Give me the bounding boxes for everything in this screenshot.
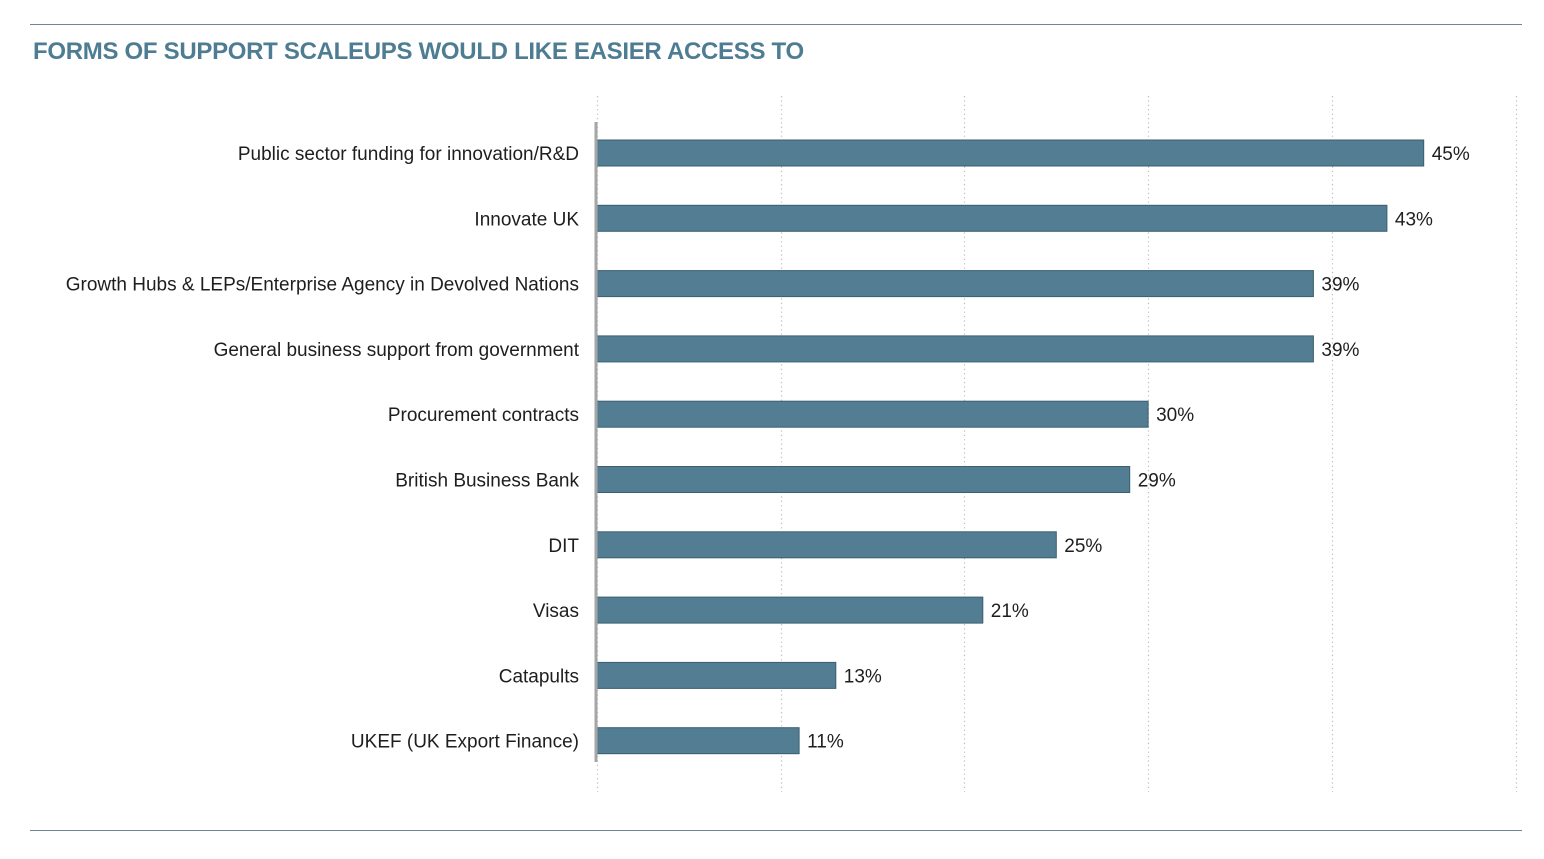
- bar: [596, 270, 1314, 298]
- bar: [596, 531, 1057, 559]
- data-label: 39%: [1321, 340, 1359, 361]
- category-label: Growth Hubs & LEPs/Enterprise Agency in …: [66, 275, 579, 296]
- bottom-rule: [30, 830, 1522, 831]
- data-label: 45%: [1432, 144, 1470, 165]
- data-label: 13%: [844, 666, 882, 687]
- bar: [596, 400, 1149, 428]
- data-label: 43%: [1395, 209, 1433, 230]
- data-label: 39%: [1321, 275, 1359, 296]
- data-label: 30%: [1156, 405, 1194, 426]
- category-label: Visas: [533, 601, 579, 622]
- bar: [596, 139, 1425, 167]
- top-rule: [30, 24, 1522, 25]
- category-label: DIT: [548, 536, 579, 557]
- bar: [596, 204, 1388, 232]
- data-label: 29%: [1138, 471, 1176, 492]
- category-label: Procurement contracts: [388, 405, 579, 426]
- bar: [596, 661, 837, 689]
- category-label: Public sector funding for innovation/R&D: [238, 144, 579, 165]
- category-label: Innovate UK: [474, 209, 579, 230]
- bar: [596, 596, 984, 624]
- data-label: 25%: [1064, 536, 1102, 557]
- category-label: Catapults: [499, 666, 579, 687]
- data-label: 21%: [991, 601, 1029, 622]
- bar: [596, 335, 1314, 363]
- bar: [596, 466, 1131, 493]
- chart-title: FORMS OF SUPPORT SCALEUPS WOULD LIKE EAS…: [33, 38, 804, 65]
- bar: [596, 727, 800, 755]
- category-label: UKEF (UK Export Finance): [351, 732, 579, 753]
- category-label: British Business Bank: [395, 471, 579, 492]
- data-label: 11%: [807, 732, 844, 753]
- category-label: General business support from government: [214, 340, 580, 361]
